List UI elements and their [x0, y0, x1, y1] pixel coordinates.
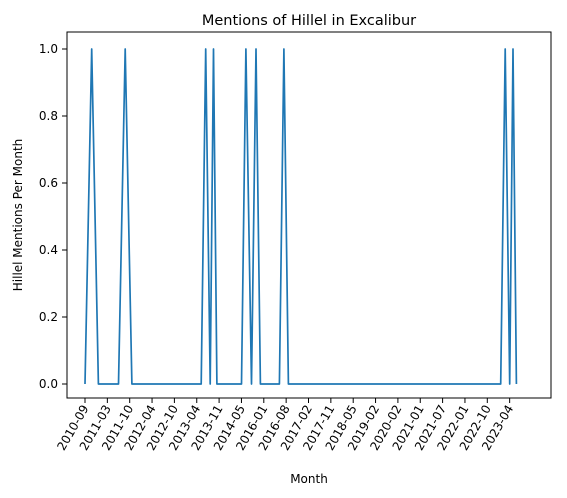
y-tick-label: 1.0 — [39, 42, 58, 56]
y-axis-label: Hillel Mentions Per Month — [11, 139, 25, 292]
x-axis-label: Month — [290, 472, 328, 486]
y-tick-label: 0.6 — [39, 176, 58, 190]
y-tick-label: 0.8 — [39, 109, 58, 123]
chart-title: Mentions of Hillel in Excalibur — [202, 13, 416, 29]
y-tick-label: 0.4 — [39, 243, 58, 257]
series-line-hillel-mentions — [84, 48, 518, 385]
y-tick-label: 0.0 — [39, 377, 58, 391]
y-axis: 0.0 0.2 0.4 0.6 0.8 1.0 — [39, 42, 67, 391]
y-tick-label: 0.2 — [39, 310, 58, 324]
